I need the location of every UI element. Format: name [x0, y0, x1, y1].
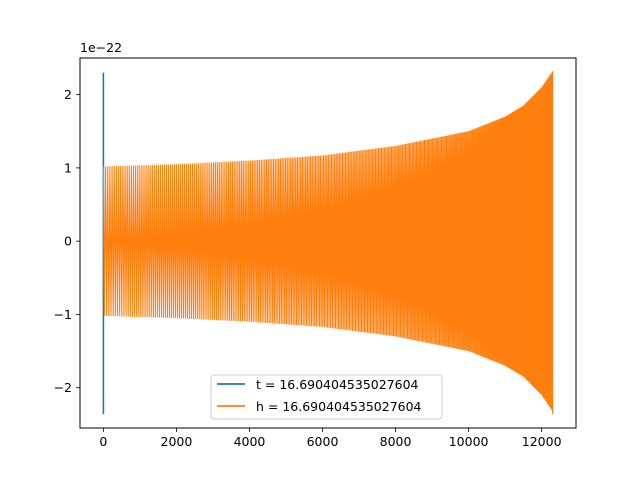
legend-label-h: h = 16.690404535027604: [256, 399, 422, 414]
x-tick-label: 6000: [307, 434, 339, 449]
plot-frame: [79, 57, 577, 429]
x-tick-label: 0: [99, 434, 107, 449]
y-tick-label: 1: [64, 160, 72, 175]
x-tick-label: 2000: [161, 434, 193, 449]
x-tick-label: 12000: [522, 434, 562, 449]
y-tick-label: −2: [54, 380, 72, 395]
y-tick-label: 2: [64, 87, 72, 102]
ticks-layer: 0 2000 4000 6000 8000 10000 12000 −2 −1 0 1 2: [54, 87, 562, 449]
y-tick-label: 0: [64, 234, 72, 249]
y-tick-label: −1: [54, 307, 72, 322]
y-offset-label: 1e−22: [80, 40, 122, 55]
x-tick-label: 8000: [380, 434, 412, 449]
series-layer: [102, 71, 554, 415]
x-tick-label: 4000: [234, 434, 266, 449]
legend-label-t: t = 16.690404535027604: [256, 377, 419, 392]
legend: t = 16.690404535027604 h = 16.6904045350…: [210, 374, 443, 420]
legend-box: [210, 374, 443, 420]
series-h-line: [102, 71, 554, 415]
x-tick-label: 10000: [449, 434, 489, 449]
